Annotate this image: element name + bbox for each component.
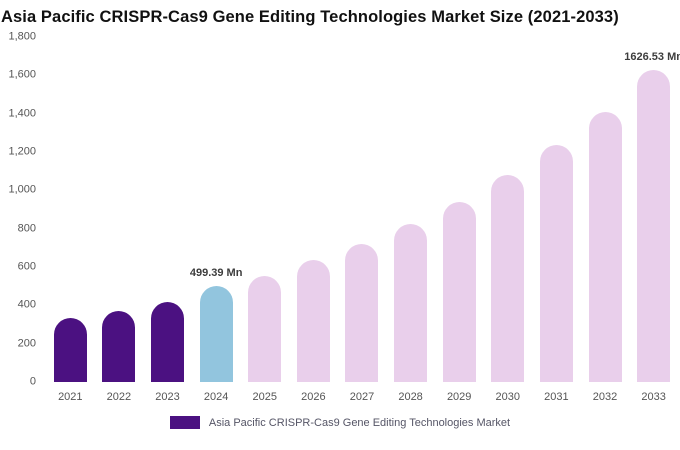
bar-column — [338, 37, 387, 382]
y-tick-label: 200 — [17, 337, 36, 350]
x-axis-label: 2026 — [301, 391, 326, 403]
x-axis-label: 2029 — [446, 391, 472, 403]
x-axis-label: 2028 — [398, 391, 423, 403]
bar-2026 — [296, 260, 330, 382]
bar-2028 — [394, 223, 428, 382]
x-axis-label: 2030 — [495, 391, 521, 403]
bar-2027 — [345, 244, 379, 382]
bar-column — [386, 37, 435, 382]
bar-2030 — [491, 175, 525, 382]
bar-column — [532, 37, 581, 382]
y-tick-label: 1,800 — [8, 30, 36, 43]
y-tick-label: 1,200 — [8, 145, 36, 158]
y-tick-label: 0 — [29, 375, 36, 388]
bar-column — [240, 37, 289, 382]
x-axis-label: 2027 — [349, 391, 375, 403]
x-axis-label: 2032 — [592, 391, 618, 403]
x-axis-label: 2021 — [58, 391, 83, 403]
legend-label: Asia Pacific CRISPR-Cas9 Gene Editing Te… — [208, 416, 511, 429]
y-tick-label: 1,600 — [8, 68, 36, 81]
y-tick-label: 400 — [17, 298, 36, 311]
legend: Asia Pacific CRISPR-Cas9 Gene Editing Te… — [0, 416, 680, 429]
x-axis-label: 2031 — [544, 391, 569, 403]
x-axis-label: 2022 — [106, 391, 132, 403]
bar-column — [435, 37, 484, 382]
x-axis: 2021 2022 2023 2024 2025 2026 2027 2028 2029 2030… — [44, 382, 680, 403]
bar-column — [143, 37, 192, 382]
x-axis-label: 2023 — [155, 391, 180, 403]
bar-2029 — [442, 201, 476, 382]
x-axis-label: 2024 — [203, 391, 229, 403]
legend-swatch-icon — [169, 416, 200, 429]
bar-value-label: 499.39 Mn — [189, 267, 243, 280]
bar-2025 — [248, 275, 282, 382]
bar-2021 — [53, 317, 87, 382]
bar-column — [581, 37, 630, 382]
bar-2033 — [637, 70, 671, 382]
y-tick-label: 1,000 — [8, 183, 36, 196]
chart-body: 0 200 400 600 800 1,000 1,200 1,400 1,600 1,800 4… — [0, 31, 680, 387]
bar-2022 — [102, 311, 136, 382]
x-axis-label: 2025 — [252, 391, 277, 403]
bar-column: 1626.53 Mn — [624, 37, 680, 382]
bar-column — [95, 37, 144, 382]
bar-column: 499.39 Mn — [189, 37, 243, 382]
bar-2023 — [151, 301, 185, 382]
bar-column — [289, 37, 338, 382]
y-axis: 0 200 400 600 800 1,000 1,200 1,400 1,600 1,800 — [0, 31, 44, 387]
bar-column — [46, 37, 95, 382]
plot-area: 499.39 Mn 1626.53 Mn — [44, 37, 680, 382]
bar-2032 — [588, 111, 622, 382]
bar-column — [483, 37, 532, 382]
bar-2031 — [539, 145, 573, 382]
bar-2024 — [199, 286, 233, 382]
y-tick-label: 800 — [17, 222, 36, 235]
chart-title: Asia Pacific CRISPR-Cas9 Gene Editing Te… — [1, 8, 619, 26]
y-tick-label: 600 — [17, 260, 36, 273]
bar-value-label: 1626.53 Mn — [624, 51, 680, 64]
y-tick-label: 1,400 — [8, 107, 36, 120]
x-axis-label: 2033 — [641, 391, 666, 403]
